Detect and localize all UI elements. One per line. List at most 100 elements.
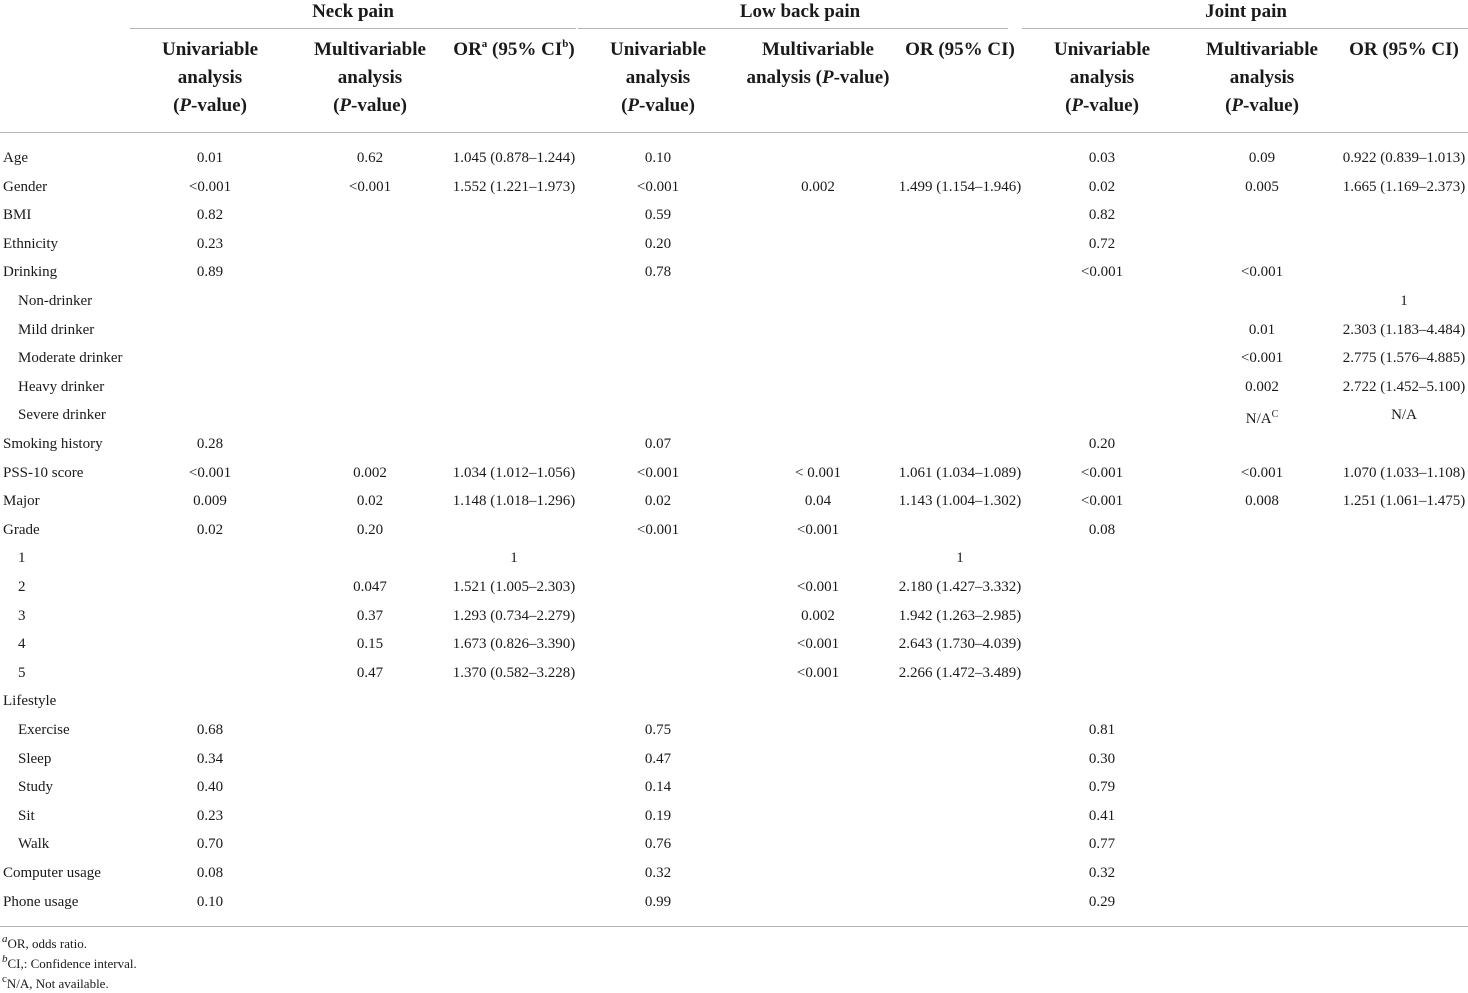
cell-lb-uni: 0.32 <box>588 859 728 887</box>
header-text-italic: P <box>339 95 351 116</box>
cell-neck-or: 1.521 (1.005–2.303) <box>444 573 584 601</box>
row-label: Gender <box>3 178 48 195</box>
cell-neck-or: 1.045 (0.878–1.244) <box>444 144 584 172</box>
cell-lb-multi: <0.001 <box>748 516 888 544</box>
cell-lb-multi: < 0.001 <box>748 459 888 487</box>
cell-joint-or: 1 <box>1334 287 1468 315</box>
cell-value: <0.001 <box>796 521 840 538</box>
cell-lb-or: 2.266 (1.472–3.489) <box>890 659 1030 687</box>
header-text: ( <box>333 95 340 116</box>
table-row: Gender <0.001 <0.001 1.552 (1.221–1.973) <0.… <box>0 173 1468 201</box>
header-text: -value) <box>833 67 890 88</box>
cell-value: 0.76 <box>644 836 672 853</box>
header-text: OR <box>453 39 482 60</box>
cell-value: 0.10 <box>644 150 672 166</box>
header-joint-univariable: Univariable analysis (P-value) <box>1032 36 1172 120</box>
cell-value: 0.23 <box>196 807 224 824</box>
cell-value: <0.001 <box>796 579 840 595</box>
table-row: 4 0.15 1.673 (0.826–3.390) <0.001 2.643 (1.7… <box>0 630 1468 658</box>
cell-neck-uni: <0.001 <box>140 459 280 487</box>
cell-lb-uni: <0.001 <box>588 173 728 201</box>
cell-value: 0.81 <box>1088 722 1116 738</box>
row-label: Age <box>3 150 28 166</box>
cell-joint-uni: 0.30 <box>1032 745 1172 773</box>
cell-joint-multi: <0.001 <box>1192 459 1332 487</box>
cell-joint-uni: 0.32 <box>1032 859 1172 887</box>
cell-lb-multi: <0.001 <box>748 630 888 658</box>
cell-neck-or: 1.148 (1.018–1.296) <box>444 487 584 515</box>
cell-neck-multi: 0.002 <box>300 459 440 487</box>
cell-value: 1.034 (1.012–1.056) <box>452 464 576 481</box>
header-text: analysis <box>1229 67 1295 88</box>
row-label: Sit <box>18 807 35 824</box>
row-label: Sleep <box>18 750 52 767</box>
cell-joint-uni: <0.001 <box>1032 459 1172 487</box>
cell-lb-uni: 0.75 <box>588 716 728 744</box>
cell-value: 1.293 (0.734–2.279) <box>452 607 576 624</box>
cell-lb-multi: 0.002 <box>748 173 888 201</box>
cell-value: 0.047 <box>353 579 387 595</box>
row-label: 5 <box>18 664 26 681</box>
header-text: -value) <box>1083 95 1139 116</box>
footnote-mark-a: a <box>481 37 488 50</box>
cell-neck-uni: 0.40 <box>140 773 280 801</box>
cell-value: 0.01 <box>196 150 224 166</box>
cell-value: 0.15 <box>356 636 384 653</box>
footnote-a: aOR, odds ratio. <box>2 933 87 953</box>
group-underline-neck <box>130 28 576 29</box>
table-row: Phone usage 0.10 0.99 0.29 <box>0 888 1468 916</box>
cell-value: 0.002 <box>801 178 835 195</box>
header-text: analysis <box>177 67 243 88</box>
cell-value: <0.001 <box>348 178 392 195</box>
cell-value: 0.14 <box>644 779 672 796</box>
cell-neck-multi: 0.37 <box>300 602 440 630</box>
cell-value: 0.89 <box>196 264 224 281</box>
cell-neck-uni: <0.001 <box>140 173 280 201</box>
table-row: Study 0.40 0.14 0.79 <box>0 773 1468 801</box>
cell-value: <0.001 <box>636 521 680 538</box>
cell-value: 1.045 (0.878–1.244) <box>452 150 576 166</box>
cell-value: 1.251 (1.061–1.475) <box>1342 493 1466 510</box>
cell-value: <0.001 <box>1240 264 1284 281</box>
header-lowback-multivariable: Multivariable analysis (P-value) <box>738 36 898 92</box>
cell-value: 0.23 <box>196 235 224 252</box>
table-row: Moderate drinker <0.001 2.775 (1.576–4.885… <box>0 344 1468 372</box>
table-row: Severe drinker N/AC N/A <box>0 401 1468 429</box>
cell-value: 0.82 <box>196 207 224 224</box>
cell-joint-or: 0.922 (0.839–1.013) <box>1334 144 1468 172</box>
cell-neck-or: 1.293 (0.734–2.279) <box>444 602 584 630</box>
cell-value: 0.01 <box>1248 321 1276 338</box>
row-label: Severe drinker <box>18 407 106 424</box>
header-text: Multivariable <box>1206 39 1318 60</box>
header-joint-multivariable: Multivariable analysis (P-value) <box>1192 36 1332 120</box>
cell-value: 0.02 <box>356 493 384 510</box>
cell-lb-multi: 0.002 <box>748 602 888 630</box>
cell-value: 0.47 <box>356 664 384 681</box>
cell-value: 1.499 (1.154–1.946) <box>898 178 1022 195</box>
footnote-mark-c: C <box>1271 409 1279 421</box>
cell-value: <0.001 <box>1080 464 1124 481</box>
cell-value: 1.942 (1.263–2.985) <box>898 607 1022 624</box>
header-lowback-univariable: Univariable analysis (P-value) <box>588 36 728 120</box>
header-text: ( <box>173 95 180 116</box>
cell-joint-or: 2.303 (1.183–4.484) <box>1334 316 1468 344</box>
row-label: Major <box>3 493 40 510</box>
cell-neck-uni: 0.009 <box>140 487 280 515</box>
group-title-neck-pain: Neck pain <box>312 1 394 22</box>
cell-lb-uni: 0.14 <box>588 773 728 801</box>
cell-value: 0.008 <box>1245 493 1279 510</box>
header-text: analysis <box>337 67 403 88</box>
cell-lb-or: 2.180 (1.427–3.332) <box>890 573 1030 601</box>
cell-lb-uni: 0.78 <box>588 258 728 286</box>
footnote-text: CI,: Confidence interval. <box>7 956 137 971</box>
cell-joint-uni: <0.001 <box>1032 258 1172 286</box>
cell-lb-uni: 0.10 <box>588 144 728 172</box>
table-row: Major 0.009 0.02 1.148 (1.018–1.296) 0.02 0.0… <box>0 487 1468 515</box>
header-text: -value) <box>191 95 247 116</box>
cell-lb-or: 1.061 (1.034–1.089) <box>890 459 1030 487</box>
cell-value: 1.370 (0.582–3.228) <box>452 664 576 681</box>
cell-value: 2.303 (1.183–4.484) <box>1342 321 1466 338</box>
row-label: 3 <box>18 607 26 624</box>
cell-value: <0.001 <box>1080 264 1124 281</box>
cell-value: 0.08 <box>196 865 224 881</box>
